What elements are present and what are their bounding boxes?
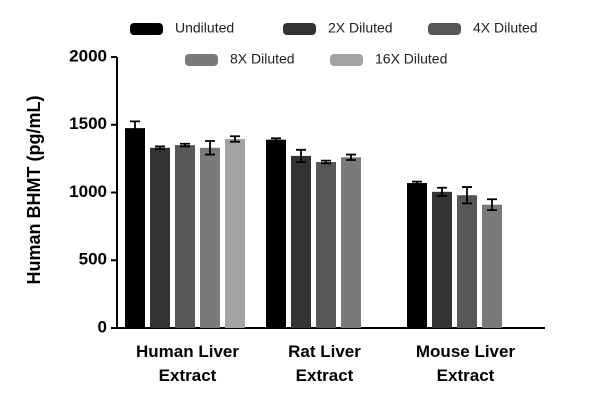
error-bar — [296, 148, 306, 163]
legend-swatch — [330, 54, 363, 66]
error-bar — [321, 159, 331, 165]
error-bar — [271, 137, 281, 142]
x-tick-label: Mouse Liver Extract — [416, 342, 516, 385]
error-bar — [205, 140, 215, 156]
error-bar — [180, 142, 190, 148]
y-tick-label: 2000 — [69, 46, 107, 65]
error-bar — [130, 120, 140, 136]
error-bar — [437, 186, 447, 197]
legend-swatch — [428, 23, 461, 35]
error-bar — [462, 186, 472, 205]
y-axis-label: Human BHMT (pg/mL) — [24, 96, 44, 285]
bar — [482, 204, 502, 328]
bar — [341, 157, 361, 328]
bar — [316, 162, 336, 328]
legend-label: 8X Diluted — [230, 51, 295, 67]
bar — [407, 183, 427, 328]
legend-label: 2X Diluted — [328, 20, 393, 36]
legend-label: 16X Diluted — [375, 51, 447, 67]
x-tick-label: Human Liver Extract — [136, 342, 239, 385]
y-tick-label: 500 — [79, 250, 107, 269]
y-tick-label: 0 — [98, 317, 107, 336]
y-tick-label: 1500 — [69, 114, 107, 133]
error-bar — [155, 145, 165, 151]
error-bar — [230, 135, 240, 143]
bar — [432, 191, 452, 328]
bar — [225, 138, 245, 328]
error-bar — [346, 153, 356, 161]
bar — [457, 195, 477, 328]
bar — [125, 128, 145, 328]
bar — [175, 145, 195, 328]
error-bar — [487, 198, 497, 212]
legend-swatch — [185, 54, 218, 66]
legend-swatch — [283, 23, 316, 35]
y-tick-label: 1000 — [69, 182, 107, 201]
bar — [266, 139, 286, 328]
bar — [200, 147, 220, 328]
legend-label: 4X Diluted — [473, 20, 538, 36]
bar — [150, 147, 170, 328]
bar — [291, 155, 311, 328]
x-tick-label: Rat Liver Extract — [288, 342, 361, 385]
legend-swatch — [130, 23, 163, 35]
legend-label: Undiluted — [175, 20, 234, 36]
error-bar — [412, 180, 422, 186]
